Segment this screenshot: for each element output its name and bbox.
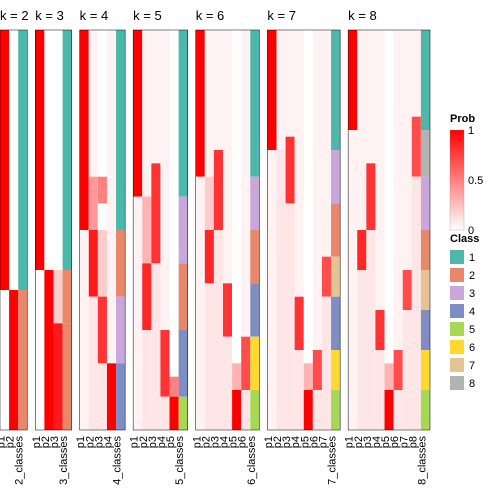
svg-text:3_classes: 3_classes [58, 436, 70, 485]
svg-text:k = 3: k = 3 [35, 8, 64, 23]
svg-text:1: 1 [469, 252, 475, 264]
svg-text:5: 5 [469, 324, 475, 336]
svg-text:2_classes: 2_classes [14, 436, 26, 485]
svg-text:0.5: 0.5 [468, 175, 483, 187]
svg-text:Class: Class [450, 233, 479, 245]
svg-text:4: 4 [469, 306, 475, 318]
svg-text:k = 8: k = 8 [348, 8, 377, 23]
svg-text:6: 6 [469, 342, 475, 354]
svg-text:5_classes: 5_classes [174, 436, 186, 485]
svg-text:7: 7 [469, 360, 475, 372]
svg-text:8_classes: 8_classes [416, 436, 428, 485]
svg-text:k = 6: k = 6 [196, 8, 225, 23]
svg-text:4_classes: 4_classes [112, 436, 124, 485]
svg-text:7_classes: 7_classes [327, 436, 339, 485]
svg-text:k = 7: k = 7 [267, 8, 296, 23]
svg-text:3: 3 [469, 288, 475, 300]
svg-text:8: 8 [469, 378, 475, 390]
svg-text:k = 4: k = 4 [80, 8, 109, 23]
svg-text:2: 2 [469, 270, 475, 282]
svg-text:k = 5: k = 5 [133, 8, 162, 23]
svg-text:k = 2: k = 2 [0, 8, 29, 23]
svg-text:6_classes: 6_classes [246, 436, 258, 485]
svg-text:1: 1 [468, 125, 474, 137]
svg-text:Prob: Prob [450, 113, 475, 125]
